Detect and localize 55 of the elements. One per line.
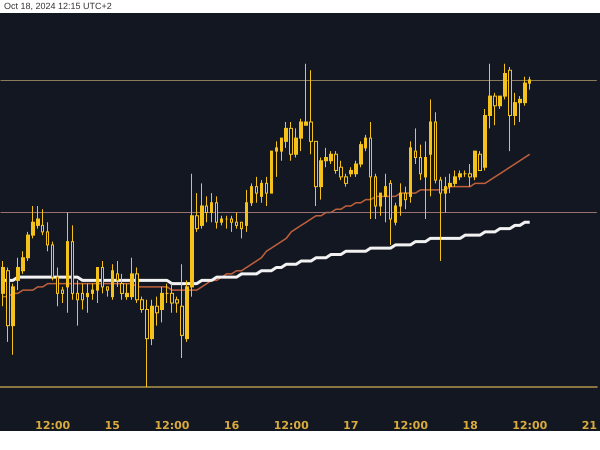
x-tick-label: 21 xyxy=(582,419,598,432)
candlestick xyxy=(91,283,94,300)
candlestick xyxy=(414,128,417,164)
candlestick xyxy=(439,176,442,262)
x-tick-label: 12:00 xyxy=(154,419,190,432)
candlestick xyxy=(260,180,263,204)
candlestick xyxy=(230,215,233,232)
candlestick xyxy=(210,192,213,223)
candlestick xyxy=(56,266,59,307)
candlestick xyxy=(61,286,64,304)
x-tick-label: 12:00 xyxy=(274,419,310,432)
candlestick xyxy=(245,189,248,232)
candlestick xyxy=(116,260,119,288)
candlestick xyxy=(369,121,372,220)
candlestick xyxy=(404,186,407,210)
candlestick xyxy=(424,140,427,220)
candlestick xyxy=(86,283,89,314)
candlestick xyxy=(434,112,437,184)
candlestick xyxy=(379,192,382,216)
candlestick xyxy=(399,182,402,216)
candlestick xyxy=(81,283,84,310)
candlestick xyxy=(51,241,54,281)
candlestick xyxy=(394,202,397,226)
candlestick xyxy=(409,140,412,204)
candlestick xyxy=(76,280,79,326)
candlestick xyxy=(275,140,278,178)
candlestick xyxy=(265,176,268,207)
candlestick xyxy=(46,222,49,252)
candlestick xyxy=(106,286,109,298)
candlestick xyxy=(374,173,377,220)
candlestick xyxy=(215,196,218,230)
candlestick xyxy=(66,212,69,314)
candlestick xyxy=(225,215,228,230)
candlestick xyxy=(235,212,238,230)
candlestick xyxy=(96,266,99,304)
candlestick xyxy=(389,180,392,246)
x-tick-label: 18 xyxy=(462,419,478,432)
text: Oct 18, 2024 12:15 UTC+2 xyxy=(4,0,112,13)
x-tick-label: 12:00 xyxy=(392,419,428,432)
x-tick-label: 12:00 xyxy=(512,419,548,432)
x-tick-label: 16 xyxy=(224,419,240,432)
candlestick xyxy=(270,150,273,194)
candlestick xyxy=(101,260,104,294)
x-tick-label: 17 xyxy=(343,419,358,432)
candlestick xyxy=(220,215,223,226)
x-tick-label: 15 xyxy=(104,419,120,432)
candlestick xyxy=(255,176,258,204)
x-tick-label: 12:00 xyxy=(35,419,71,432)
candlestick xyxy=(71,224,74,300)
candlestick xyxy=(250,182,253,207)
candlestick xyxy=(429,98,432,197)
candlestick xyxy=(419,144,422,181)
candlestick xyxy=(111,264,114,300)
candlestick xyxy=(240,222,243,239)
candlestick xyxy=(384,173,387,223)
